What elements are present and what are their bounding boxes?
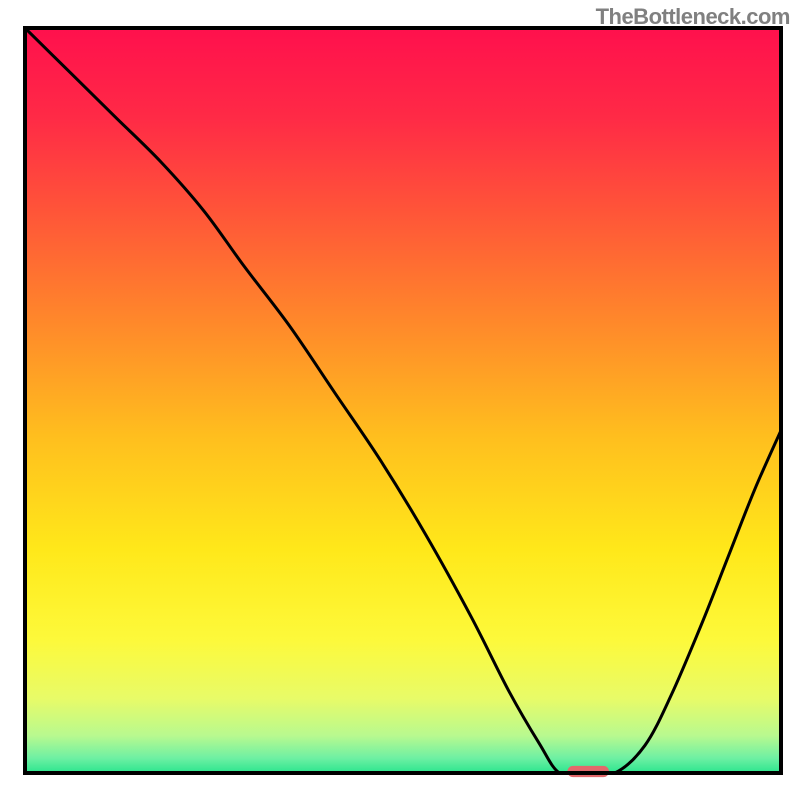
watermark-text: TheBottleneck.com [596,4,790,30]
bottleneck-chart [0,0,800,800]
chart-container: TheBottleneck.com [0,0,800,800]
